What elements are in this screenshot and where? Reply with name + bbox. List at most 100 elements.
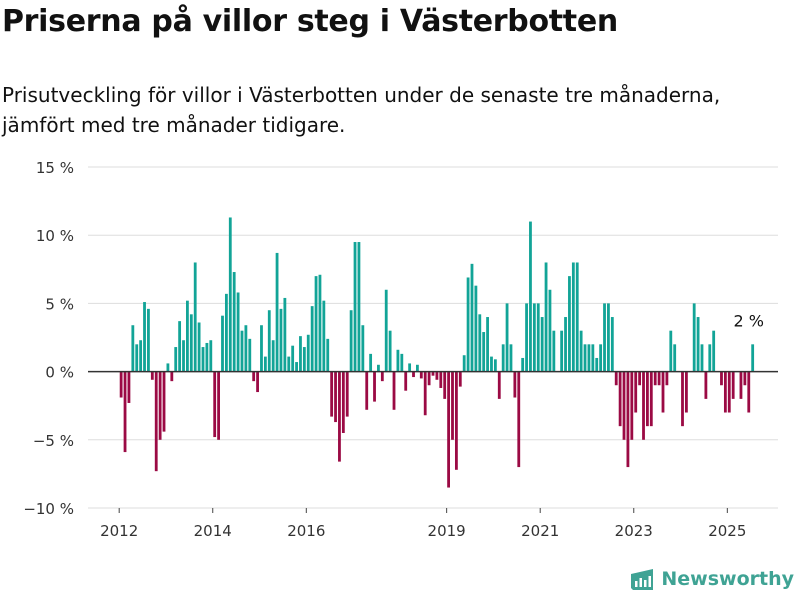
- bar: [244, 325, 248, 372]
- bar: [443, 371, 447, 399]
- bar: [287, 356, 291, 372]
- bar: [568, 276, 571, 372]
- bar: [470, 263, 474, 372]
- bar: [260, 325, 263, 372]
- x-tick-label: 2025: [708, 522, 746, 540]
- bar: [306, 334, 310, 372]
- x-tick-label: 2019: [428, 522, 466, 540]
- y-axis-ticks: −10 % −5 % 0 % 5 % 10 % 15 %: [23, 159, 74, 518]
- bar: [638, 371, 642, 386]
- bar: [330, 371, 334, 417]
- gridlines: [88, 166, 778, 509]
- y-tick-label: 15 %: [36, 159, 74, 177]
- brand-name: Newsworthy: [661, 568, 794, 590]
- bar: [486, 317, 489, 372]
- bar: [575, 262, 579, 372]
- bar: [536, 303, 540, 372]
- bar: [435, 371, 439, 380]
- bar: [178, 321, 182, 372]
- bar: [462, 355, 466, 372]
- bar: [412, 371, 415, 378]
- bar: [338, 371, 341, 462]
- x-tick-label: 2021: [521, 522, 559, 540]
- bar: [708, 344, 712, 372]
- x-axis-ticks: 2012 2014 2016 2019 2021 2023 2025: [100, 508, 746, 540]
- bar: [579, 330, 583, 372]
- bar: [197, 322, 201, 372]
- bar: [139, 340, 143, 372]
- bar: [326, 338, 330, 372]
- bar: [392, 371, 396, 410]
- bar: [712, 330, 716, 372]
- bar: [314, 276, 318, 372]
- bar: [646, 371, 649, 427]
- chart-subtitle: Prisutveckling för villor i Västerbotten…: [2, 83, 721, 137]
- bar: [509, 344, 513, 372]
- bar: [357, 242, 361, 372]
- bar: [747, 371, 751, 413]
- bar: [431, 371, 435, 376]
- bar: [478, 314, 482, 372]
- bar: [408, 363, 412, 372]
- bar: [127, 371, 131, 403]
- bar: [263, 356, 267, 372]
- bar: [150, 371, 154, 380]
- bar: [653, 371, 657, 386]
- bar: [416, 364, 419, 372]
- bar: [482, 332, 486, 372]
- bar: [369, 353, 373, 372]
- bar: [673, 344, 677, 372]
- bar: [162, 371, 166, 432]
- bar: [205, 342, 209, 372]
- bar: [361, 325, 365, 372]
- bar: [649, 371, 653, 427]
- bar: [626, 371, 630, 468]
- bar: [189, 314, 193, 372]
- bar: [700, 344, 704, 372]
- bar: [201, 347, 205, 372]
- bar: [439, 371, 443, 388]
- bar: [497, 371, 501, 399]
- bar: [681, 371, 684, 427]
- bar: [310, 306, 314, 372]
- bar: [334, 371, 337, 423]
- bar: [571, 262, 575, 372]
- bar: [267, 310, 271, 372]
- bar: [544, 262, 548, 372]
- bar: [224, 293, 228, 372]
- bar: [657, 371, 661, 386]
- bar: [302, 347, 306, 372]
- bar: [232, 272, 236, 372]
- bar: [318, 274, 322, 372]
- bar: [345, 371, 349, 417]
- bar: [322, 300, 326, 372]
- bar: [739, 371, 743, 399]
- bar: [696, 317, 700, 372]
- bar: [751, 344, 755, 372]
- bar: [404, 371, 408, 391]
- x-tick-label: 2014: [194, 522, 232, 540]
- bar: [610, 317, 614, 372]
- bar: [341, 371, 345, 433]
- bar: [665, 371, 669, 386]
- bar: [283, 297, 287, 372]
- bar: [743, 371, 747, 386]
- bar: [166, 363, 170, 372]
- bar: [529, 221, 532, 372]
- bar: [731, 371, 735, 399]
- bar: [474, 285, 478, 372]
- bar: [419, 371, 423, 379]
- bar: [525, 303, 528, 372]
- bar: [540, 317, 544, 372]
- bar: [591, 344, 595, 372]
- bar: [174, 347, 178, 372]
- bar: [634, 371, 638, 413]
- bar: [458, 371, 462, 387]
- bar: [228, 217, 232, 372]
- bar: [451, 371, 454, 440]
- bar: [583, 344, 587, 372]
- bar: [256, 371, 259, 393]
- chart-title: Priserna på villor steg i Västerbotten: [2, 4, 618, 39]
- bar: [454, 371, 458, 470]
